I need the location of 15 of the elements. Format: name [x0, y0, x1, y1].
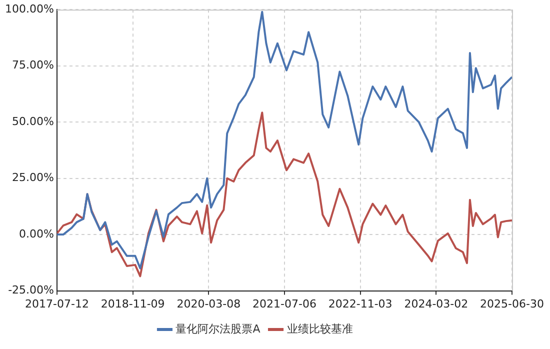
x-tick-label: 2025-06-30 [480, 297, 544, 310]
x-tick-label: 2018-11-09 [100, 297, 165, 310]
legend-label: 业绩比较基准 [286, 322, 353, 336]
y-tick-label: -25.00% [8, 284, 54, 297]
x-tick-label: 2024-03-02 [404, 297, 468, 310]
x-tick-label: 2020-03-08 [176, 297, 241, 310]
y-tick-label: 75.00% [12, 58, 54, 72]
x-tick-label: 2017-07-12 [25, 297, 89, 310]
legend-label: 量化阿尔法股票A [176, 322, 261, 336]
y-tick-label: 0.00% [19, 227, 54, 240]
y-tick-label: 25.00% [12, 171, 54, 184]
y-tick-label: 100.00% [5, 2, 54, 16]
x-tick-label: 2021-07-06 [252, 297, 316, 310]
x-tick-label: 2022-11-03 [328, 297, 392, 310]
y-tick-label: 50.00% [12, 114, 54, 128]
